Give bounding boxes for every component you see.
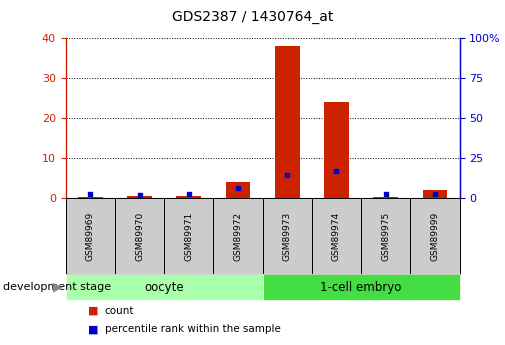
Text: 1-cell embryo: 1-cell embryo	[320, 281, 402, 294]
Text: GSM89970: GSM89970	[135, 212, 144, 261]
Text: development stage: development stage	[3, 282, 111, 292]
Text: ▶: ▶	[53, 281, 63, 294]
Text: GSM89969: GSM89969	[86, 212, 95, 261]
Text: percentile rank within the sample: percentile rank within the sample	[105, 325, 280, 334]
Text: GDS2387 / 1430764_at: GDS2387 / 1430764_at	[172, 10, 333, 24]
Bar	[226, 182, 250, 198]
Text: GSM89975: GSM89975	[381, 212, 390, 261]
Text: GSM89999: GSM89999	[430, 212, 439, 261]
Text: GSM89973: GSM89973	[283, 212, 292, 261]
Text: GSM89974: GSM89974	[332, 212, 341, 261]
Bar	[275, 46, 299, 198]
Text: ■: ■	[88, 325, 99, 334]
Bar	[78, 197, 103, 198]
Bar	[176, 196, 201, 198]
Text: oocyte: oocyte	[144, 281, 184, 294]
Bar	[127, 196, 152, 198]
Text: GSM89972: GSM89972	[233, 212, 242, 261]
Text: GSM89971: GSM89971	[184, 212, 193, 261]
Bar	[423, 190, 447, 198]
Text: ■: ■	[88, 306, 99, 315]
Text: count: count	[105, 306, 134, 315]
Bar	[373, 197, 398, 198]
Bar	[324, 102, 349, 198]
